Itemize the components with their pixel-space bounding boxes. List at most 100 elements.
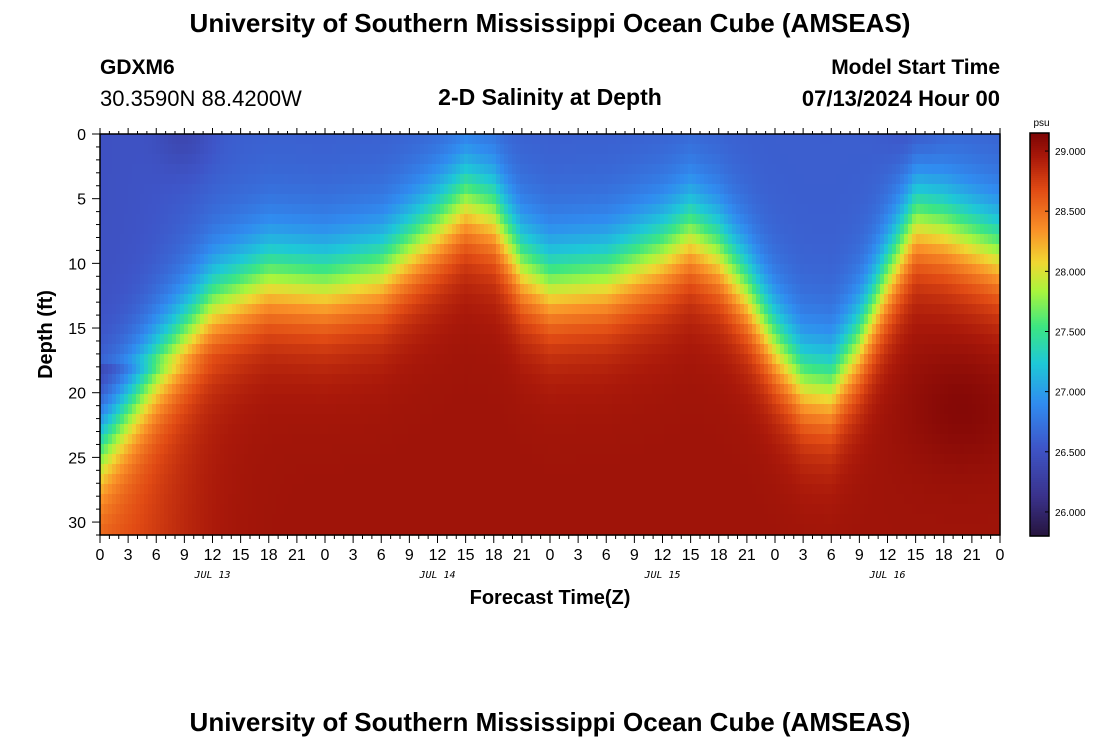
heatmap-cell (572, 374, 577, 385)
heatmap-cell (580, 254, 585, 265)
heatmap-cell (208, 324, 213, 335)
heatmap-cell (196, 294, 201, 305)
heatmap-cell (456, 234, 461, 245)
heatmap-cell (260, 454, 265, 465)
heatmap-cell (488, 454, 493, 465)
heatmap-cell (332, 144, 337, 155)
heatmap-cell (408, 414, 413, 425)
heatmap-cell (360, 504, 365, 515)
heatmap-cell (312, 494, 317, 505)
heatmap-cell (380, 154, 385, 165)
heatmap-cell (484, 454, 489, 465)
heatmap-cell (472, 254, 477, 265)
heatmap-cell (480, 164, 485, 175)
heatmap-cell (224, 264, 229, 275)
heatmap-cell (264, 484, 269, 495)
heatmap-cell (520, 174, 525, 185)
heatmap-cell (364, 154, 369, 165)
heatmap-cell (380, 134, 385, 145)
heatmap-cell (144, 164, 149, 175)
heatmap-cell (208, 174, 213, 185)
heatmap-cell (176, 494, 181, 505)
heatmap-cell (548, 424, 553, 435)
heatmap-cell (532, 324, 537, 335)
heatmap-cell (428, 344, 433, 355)
heatmap-cell (488, 394, 493, 405)
heatmap-cell (292, 154, 297, 165)
heatmap-cell (532, 394, 537, 405)
heatmap-cell (144, 374, 149, 385)
heatmap-cell (100, 174, 105, 185)
heatmap-cell (120, 464, 125, 475)
heatmap-cell (244, 274, 249, 285)
heatmap-cell (120, 474, 125, 485)
heatmap-cell (280, 264, 285, 275)
heatmap-cell (312, 514, 317, 525)
heatmap-cell (204, 334, 209, 345)
heatmap-cell (424, 194, 429, 205)
heatmap-cell (268, 384, 273, 395)
heatmap-cell (400, 324, 405, 335)
heatmap-cell (484, 524, 489, 535)
heatmap-cell (444, 264, 449, 275)
heatmap-cell (192, 414, 197, 425)
heatmap-cell (292, 344, 297, 355)
heatmap-cell (232, 474, 237, 485)
heatmap-cell (264, 444, 269, 455)
heatmap-cell (248, 514, 253, 525)
heatmap-cell (208, 194, 213, 205)
heatmap-cell (500, 454, 505, 465)
heatmap-cell (380, 274, 385, 285)
heatmap-cell (112, 514, 117, 525)
heatmap-cell (472, 344, 477, 355)
heatmap-cell (436, 524, 441, 535)
heatmap-cell (508, 334, 513, 345)
heatmap-cell (492, 214, 497, 225)
heatmap-cell (268, 214, 273, 225)
heatmap-cell (572, 164, 577, 175)
heatmap-cell (508, 274, 513, 285)
heatmap-cell (196, 244, 201, 255)
heatmap-cell (540, 414, 545, 425)
heatmap-cell (576, 314, 581, 325)
heatmap-cell (384, 514, 389, 525)
heatmap-cell (556, 194, 561, 205)
heatmap-cell (268, 374, 273, 385)
heatmap-cell (372, 434, 377, 445)
heatmap-cell (524, 454, 529, 465)
heatmap-cell (444, 144, 449, 155)
heatmap-cell (444, 344, 449, 355)
heatmap-cell (584, 314, 589, 325)
heatmap-cell (280, 154, 285, 165)
heatmap-cell (172, 264, 177, 275)
heatmap-cell (192, 484, 197, 495)
heatmap-cell (312, 184, 317, 195)
heatmap-cell (424, 384, 429, 395)
heatmap-cell (364, 474, 369, 485)
heatmap-cell (216, 184, 221, 195)
heatmap-cell (292, 184, 297, 195)
heatmap-cell (256, 404, 261, 415)
heatmap-cell (416, 164, 421, 175)
heatmap-cell (316, 414, 321, 425)
heatmap-cell (428, 364, 433, 375)
heatmap-cell (392, 184, 397, 195)
heatmap-cell (176, 304, 181, 315)
heatmap-cell (400, 154, 405, 165)
heatmap-cell (528, 384, 533, 395)
heatmap-cell (448, 244, 453, 255)
heatmap-cell (192, 464, 197, 475)
heatmap-cell (156, 494, 161, 505)
heatmap-cell (232, 154, 237, 165)
heatmap-cell (228, 174, 233, 185)
heatmap-cell (436, 484, 441, 495)
heatmap-cell (456, 394, 461, 405)
heatmap-cell (316, 214, 321, 225)
heatmap-cell (360, 494, 365, 505)
heatmap-cell (484, 284, 489, 295)
heatmap-cell (480, 404, 485, 415)
heatmap-cell (480, 314, 485, 325)
heatmap-cell (564, 434, 569, 445)
heatmap-cell (516, 284, 521, 295)
heatmap-cell (448, 394, 453, 405)
